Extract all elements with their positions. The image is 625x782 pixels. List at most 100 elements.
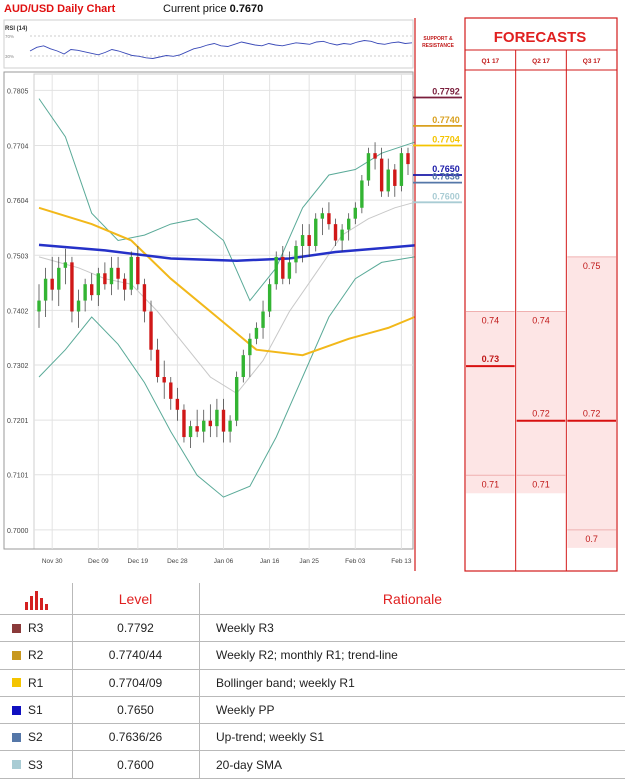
level-rationale-cell: Bollinger band; weekly R1: [216, 675, 355, 690]
candle: [116, 256, 120, 290]
candle-body-bullish: [267, 284, 272, 312]
candle: [169, 377, 173, 410]
candle-body-bullish: [129, 256, 133, 290]
candle-body-bearish: [155, 349, 160, 378]
sr-level-label: 0.7600: [432, 191, 460, 201]
candle-body-bullish: [37, 300, 41, 312]
candle: [142, 278, 147, 323]
bollinger-lower-line: [38, 256, 415, 498]
candle: [188, 420, 193, 448]
candle: [228, 415, 232, 443]
level-id: S1: [28, 703, 43, 718]
level-color-swatch: [12, 623, 21, 633]
level-id-cell: R1: [12, 670, 43, 696]
candle-body-bullish: [241, 355, 245, 378]
forecast-upper-value: 0.74: [482, 316, 500, 326]
level-id-cell: S3: [12, 751, 43, 777]
candle-body-bearish: [149, 311, 153, 350]
levels-table-row: S1 0.7650 Weekly PP: [0, 697, 625, 725]
forecast-median-value: 0.72: [532, 409, 550, 419]
level-column-header: Level: [118, 590, 153, 607]
candle-body-bearish: [103, 273, 107, 285]
forecast-upper-value: 0.74: [532, 316, 550, 326]
candle: [287, 251, 292, 285]
candle: [314, 213, 318, 252]
candle: [320, 207, 325, 236]
candle: [63, 248, 68, 285]
level-value-cell: 0.7740/44: [108, 648, 163, 663]
x-tick-label: Feb 13: [391, 558, 412, 565]
candle-body-bullish: [386, 169, 390, 192]
candle-body-bullish: [228, 420, 232, 432]
forecast-title: FORECASTS: [494, 29, 587, 46]
x-tick-label: Dec 19: [128, 558, 149, 565]
levels-table-row: S3 0.7600 20-day SMA: [0, 751, 625, 779]
level-id: S2: [28, 730, 43, 745]
column-divider: [72, 583, 73, 779]
candle-body-bearish: [136, 256, 140, 285]
level-rationale-cell: Weekly R2; monthly R1; trend-line: [216, 648, 398, 663]
candle-body-bearish: [393, 169, 397, 186]
candle: [202, 409, 206, 443]
candle: [399, 147, 404, 192]
sma100-line: [38, 206, 415, 357]
candle-body-bullish: [346, 218, 351, 230]
candle-body-bearish: [333, 224, 338, 241]
x-tick-label: Dec 28: [167, 558, 188, 565]
candle-body-bearish: [122, 278, 127, 290]
price-chart: RSI (14) 70% 30% 0.7805 0.7704 0.7604 0.7503 0.…: [3, 17, 618, 572]
level-id: R3: [28, 621, 44, 636]
rsi-upper-label: 70%: [5, 34, 14, 39]
candle-body-bullish: [76, 300, 81, 312]
candle-body-bearish: [162, 377, 166, 383]
level-rationale-cell: 20-day SMA: [216, 757, 283, 772]
candle: [221, 398, 226, 443]
candle-body-bearish: [281, 256, 285, 279]
sr-level-label: 0.7704: [432, 135, 460, 145]
forecast-median-value: 0.73: [482, 354, 500, 364]
candle-body-bearish: [406, 153, 410, 165]
candle: [175, 387, 180, 421]
candle-body-bullish: [287, 262, 292, 279]
candle-body-bearish: [182, 409, 186, 438]
levels-table-body: R3 0.7792 Weekly R3 R2 0.7740/44 Weekly R2; m…: [0, 615, 625, 779]
forecast-lower-value: 0.71: [532, 479, 550, 489]
level-id: S3: [28, 757, 43, 772]
candle: [373, 142, 377, 170]
candle-body-bearish: [90, 284, 94, 296]
candle: [208, 404, 213, 438]
x-tick-label: Dec 09: [88, 558, 109, 565]
level-value-cell: 0.7600: [117, 757, 154, 772]
candle: [109, 256, 114, 296]
candle-body-bullish: [202, 420, 206, 432]
candle: [281, 245, 285, 285]
chart-title: AUD/USD Daily Chart: [4, 3, 116, 15]
level-id-cell: S2: [12, 724, 43, 750]
sr-level-label: 0.7636: [432, 172, 460, 182]
candle: [379, 147, 384, 197]
level-value-cell: 0.7704/09: [108, 675, 163, 690]
levels-table-row: S2 0.7636/26 Up-trend; weekly S1: [0, 724, 625, 752]
candle: [50, 256, 54, 301]
y-tick-label: 0.7000: [7, 528, 29, 535]
candle-body-bearish: [373, 153, 377, 159]
candle: [76, 289, 81, 328]
candle: [333, 218, 338, 246]
candle-body-bearish: [327, 213, 331, 225]
y-tick-label: 0.7805: [7, 88, 29, 95]
candle-body-bullish: [248, 338, 252, 356]
candle: [37, 284, 41, 328]
x-tick-label: Jan 25: [299, 558, 319, 565]
forecast-upper-value: 0.75: [583, 261, 601, 271]
candle: [83, 278, 87, 312]
level-id: R2: [28, 648, 44, 663]
rationale-column-header: Rationale: [382, 590, 443, 607]
sr-level-label: 0.7740: [432, 115, 460, 125]
candle: [43, 267, 48, 317]
candle: [254, 322, 259, 345]
current-price-label: Current price: [163, 3, 227, 15]
levels-table-header: Level Rationale: [0, 583, 625, 615]
level-color-swatch: [12, 760, 21, 770]
forecast-range-band: [516, 311, 566, 494]
candle-body-bullish: [43, 278, 48, 301]
